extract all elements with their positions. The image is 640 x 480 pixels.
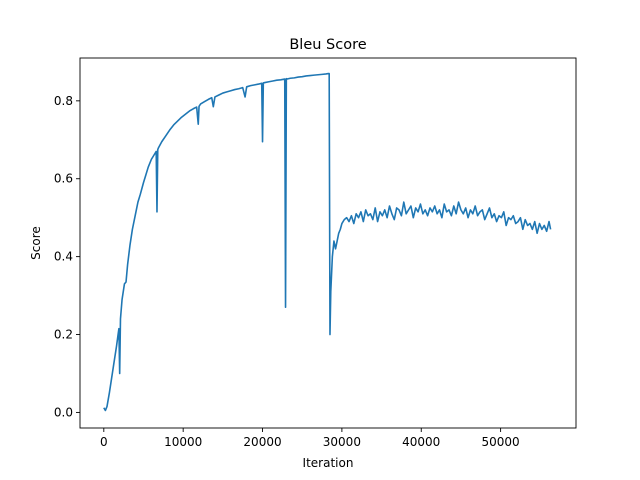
x-tick-label: 20000 xyxy=(243,435,281,449)
x-tick-label: 40000 xyxy=(402,435,440,449)
y-tick-label: 0.8 xyxy=(54,94,73,108)
x-tick-label: 30000 xyxy=(323,435,361,449)
y-tick-label: 0.0 xyxy=(54,405,73,419)
plot-frame xyxy=(79,57,577,429)
y-axis-label: Score xyxy=(29,226,43,260)
y-axis: 0.0 0.2 0.4 0.6 0.8 xyxy=(54,94,80,419)
x-axis: 0 10000 20000 30000 40000 50000 xyxy=(100,428,520,449)
y-tick-label: 0.2 xyxy=(54,328,73,342)
x-tick-label: 10000 xyxy=(164,435,202,449)
y-tick-label: 0.6 xyxy=(54,172,73,186)
series-line xyxy=(103,72,552,412)
y-tick-label: 0.4 xyxy=(54,250,73,264)
chart-title: Bleu Score xyxy=(289,37,366,53)
x-tick-label: 50000 xyxy=(482,435,520,449)
x-tick-label: 0 xyxy=(100,435,108,449)
plot-series xyxy=(103,72,552,412)
x-axis-label: Iteration xyxy=(303,456,354,470)
